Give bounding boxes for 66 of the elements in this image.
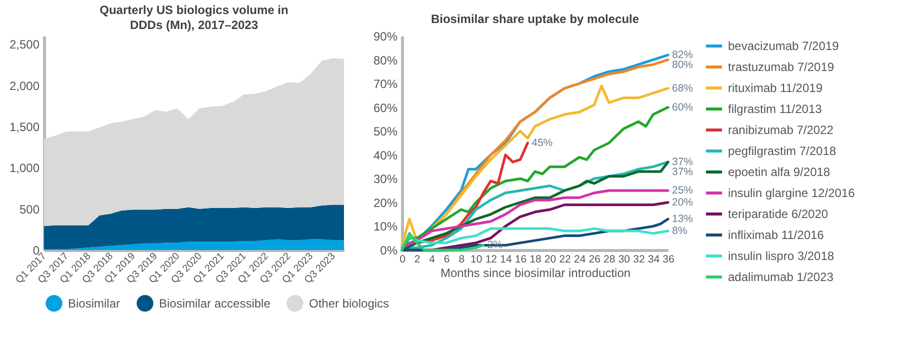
data-label: 2% bbox=[487, 239, 502, 252]
x-tick-label: 10 bbox=[470, 254, 482, 266]
x-tick-label: 24 bbox=[574, 254, 586, 266]
data-label: 37% bbox=[672, 166, 694, 178]
x-axis-title: Months since biosimilar introduction bbox=[440, 266, 631, 280]
data-label: 82% bbox=[672, 49, 694, 62]
y-tick-label: 70% bbox=[373, 77, 398, 92]
legend-label: adalimumab 1/2023 bbox=[728, 270, 834, 284]
x-tick-label: 26 bbox=[588, 254, 601, 266]
data-label: 60% bbox=[672, 101, 694, 114]
x-tick-label: 8 bbox=[458, 254, 465, 266]
legend-label: bevacizumab 7/2019 bbox=[728, 39, 840, 53]
y-tick-label: 1,500 bbox=[9, 120, 40, 134]
line-series bbox=[400, 227, 670, 249]
x-tick-label: 18 bbox=[530, 254, 542, 266]
legend-label: pegfilgrastim 7/2018 bbox=[728, 144, 836, 158]
chart-title: Biosimilar share uptake by molecule bbox=[430, 12, 640, 26]
x-tick-label: 36 bbox=[662, 254, 674, 266]
data-label: 20% bbox=[672, 196, 694, 208]
y-tick-label: 50% bbox=[373, 124, 398, 139]
x-tick-label: 34 bbox=[648, 254, 660, 266]
line-series bbox=[400, 232, 485, 252]
x-tick-label: 6 bbox=[444, 254, 450, 266]
legend-label: Biosimilar bbox=[68, 296, 120, 310]
y-tick-label: 2,500 bbox=[9, 38, 40, 52]
x-tick-label: 28 bbox=[604, 254, 616, 266]
x-tick-label: 12 bbox=[485, 254, 498, 266]
legend-label: Biosimilar accessible bbox=[159, 296, 271, 310]
y-tick-label: 2,000 bbox=[9, 78, 40, 93]
data-label: 8% bbox=[672, 224, 688, 237]
x-tick-label: 4 bbox=[429, 254, 436, 266]
y-tick-label: 90% bbox=[373, 30, 398, 44]
y-tick-label: 500 bbox=[19, 202, 40, 216]
x-tick-label: 0 bbox=[400, 254, 406, 266]
chart-title: Quarterly US biologics volume in DDDs (Mn), 2017–2023 bbox=[100, 3, 288, 32]
data-label: 37% bbox=[672, 156, 694, 168]
y-tick-label: 20% bbox=[373, 196, 398, 210]
legend-label: ranibizumab 7/2022 bbox=[728, 123, 834, 137]
legend-label: insulin lispro 3/2018 bbox=[728, 249, 834, 263]
x-tick-label: 30 bbox=[618, 254, 630, 266]
x-tick-label: 2 bbox=[414, 254, 420, 266]
data-label: 25% bbox=[672, 184, 694, 197]
legend-label: Other biologics bbox=[309, 296, 390, 310]
y-tick-label: 40% bbox=[373, 148, 398, 162]
legend-label: rituximab 11/2019 bbox=[728, 81, 823, 95]
y-tick-label: 30% bbox=[373, 172, 398, 186]
legend-label: trastuzumab 7/2019 bbox=[728, 60, 834, 74]
y-tick-label: 60% bbox=[373, 100, 398, 115]
data-label: 68% bbox=[672, 82, 694, 94]
legend-label: filgrastim 11/2013 bbox=[728, 102, 822, 116]
x-tick-label: 16 bbox=[514, 254, 527, 266]
y-tick-label: 80% bbox=[373, 53, 398, 68]
y-tick-label: 1,000 bbox=[9, 161, 40, 176]
data-label: 13% bbox=[672, 213, 694, 226]
data-label: 45% bbox=[532, 137, 553, 149]
legend-label: teriparatide 6/2020 bbox=[728, 207, 828, 221]
data-label: 80% bbox=[672, 59, 694, 72]
legend-label: epoetin alfa 9/2018 bbox=[728, 165, 830, 179]
x-tick-label: 22 bbox=[559, 254, 572, 266]
x-tick-label: 20 bbox=[544, 254, 556, 266]
x-tick-label: 32 bbox=[633, 254, 645, 266]
legend-label: insulin glargine 12/2016 bbox=[728, 186, 856, 200]
y-tick-label: 10% bbox=[373, 220, 398, 234]
legend-label: infliximab 11/2016 bbox=[728, 228, 824, 242]
x-tick-label: 14 bbox=[500, 254, 512, 266]
y-tick-label: 0% bbox=[380, 244, 398, 258]
